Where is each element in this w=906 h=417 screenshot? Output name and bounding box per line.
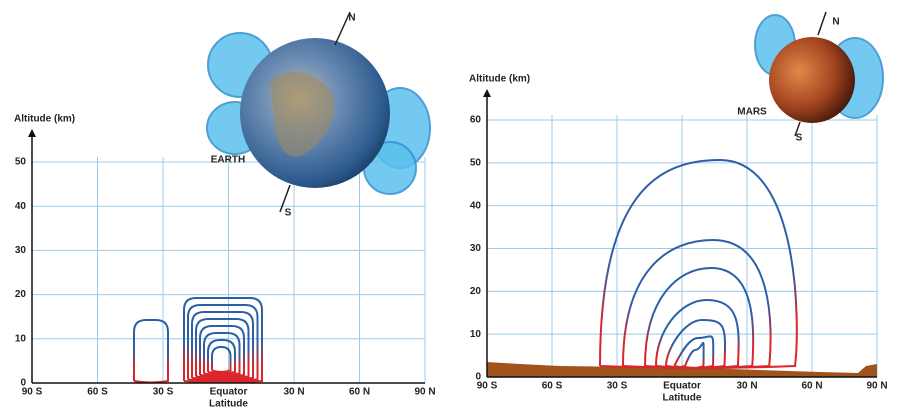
x-tick-label: 60 S bbox=[87, 387, 108, 398]
circulation-cells bbox=[134, 160, 797, 383]
y-axis-title: Altitude (km) bbox=[14, 114, 75, 125]
streamline bbox=[666, 320, 725, 368]
streamline bbox=[600, 160, 797, 368]
y-tick-label: 40 bbox=[470, 200, 482, 211]
grid-layer bbox=[32, 115, 877, 383]
y-tick-label: 50 bbox=[470, 157, 482, 168]
x-tick-label: 30 N bbox=[736, 381, 757, 392]
y-tick-label: 10 bbox=[15, 333, 27, 344]
x-tick-label: 90 S bbox=[477, 381, 498, 392]
y-tick-label: 30 bbox=[15, 245, 27, 256]
y-tick-label: 60 bbox=[470, 115, 482, 126]
x-tick-label: 30 S bbox=[607, 381, 628, 392]
axis-arrow bbox=[28, 129, 36, 137]
annotation: EARTH bbox=[211, 155, 245, 166]
page: 0102030405090 S60 S30 SEquator30 N60 N90… bbox=[0, 0, 906, 417]
x-tick-label: Equator bbox=[210, 387, 248, 398]
x-tick-label: 60 N bbox=[801, 381, 822, 392]
y-tick-label: 50 bbox=[15, 157, 27, 168]
streamline bbox=[674, 336, 713, 368]
x-tick-label: 30 N bbox=[283, 387, 304, 398]
figure: 0102030405090 S60 S30 SEquator30 N60 N90… bbox=[0, 0, 906, 417]
x-tick-label: 90 S bbox=[22, 387, 43, 398]
y-tick-label: 40 bbox=[15, 201, 27, 212]
streamline bbox=[212, 347, 231, 372]
y-tick-label: 20 bbox=[470, 286, 482, 297]
annotation: N bbox=[348, 13, 355, 24]
annotation: N bbox=[832, 17, 839, 28]
axis-n bbox=[818, 12, 826, 35]
y-tick-label: 30 bbox=[470, 243, 482, 254]
y-tick-label: 20 bbox=[15, 289, 27, 300]
axis-arrow bbox=[483, 89, 491, 97]
annotation: S bbox=[285, 208, 292, 219]
x-tick-label: 60 S bbox=[542, 381, 563, 392]
x-tick-label: 60 N bbox=[349, 387, 370, 398]
mars bbox=[769, 37, 855, 123]
x-tick-label: 90 N bbox=[866, 381, 887, 392]
x-tick-label: Equator bbox=[663, 381, 701, 392]
x-axis-title: Latitude bbox=[663, 393, 702, 404]
annotation: MARS bbox=[737, 107, 767, 118]
x-tick-label: 30 S bbox=[153, 387, 174, 398]
x-axis-title: Latitude bbox=[209, 399, 248, 410]
streamline bbox=[188, 305, 258, 381]
y-tick-label: 10 bbox=[470, 329, 482, 340]
y-axis-title: Altitude (km) bbox=[469, 74, 530, 85]
x-tick-label: 90 N bbox=[414, 387, 435, 398]
planets bbox=[207, 12, 883, 212]
streamline bbox=[645, 268, 753, 368]
annotation: S bbox=[796, 133, 803, 144]
